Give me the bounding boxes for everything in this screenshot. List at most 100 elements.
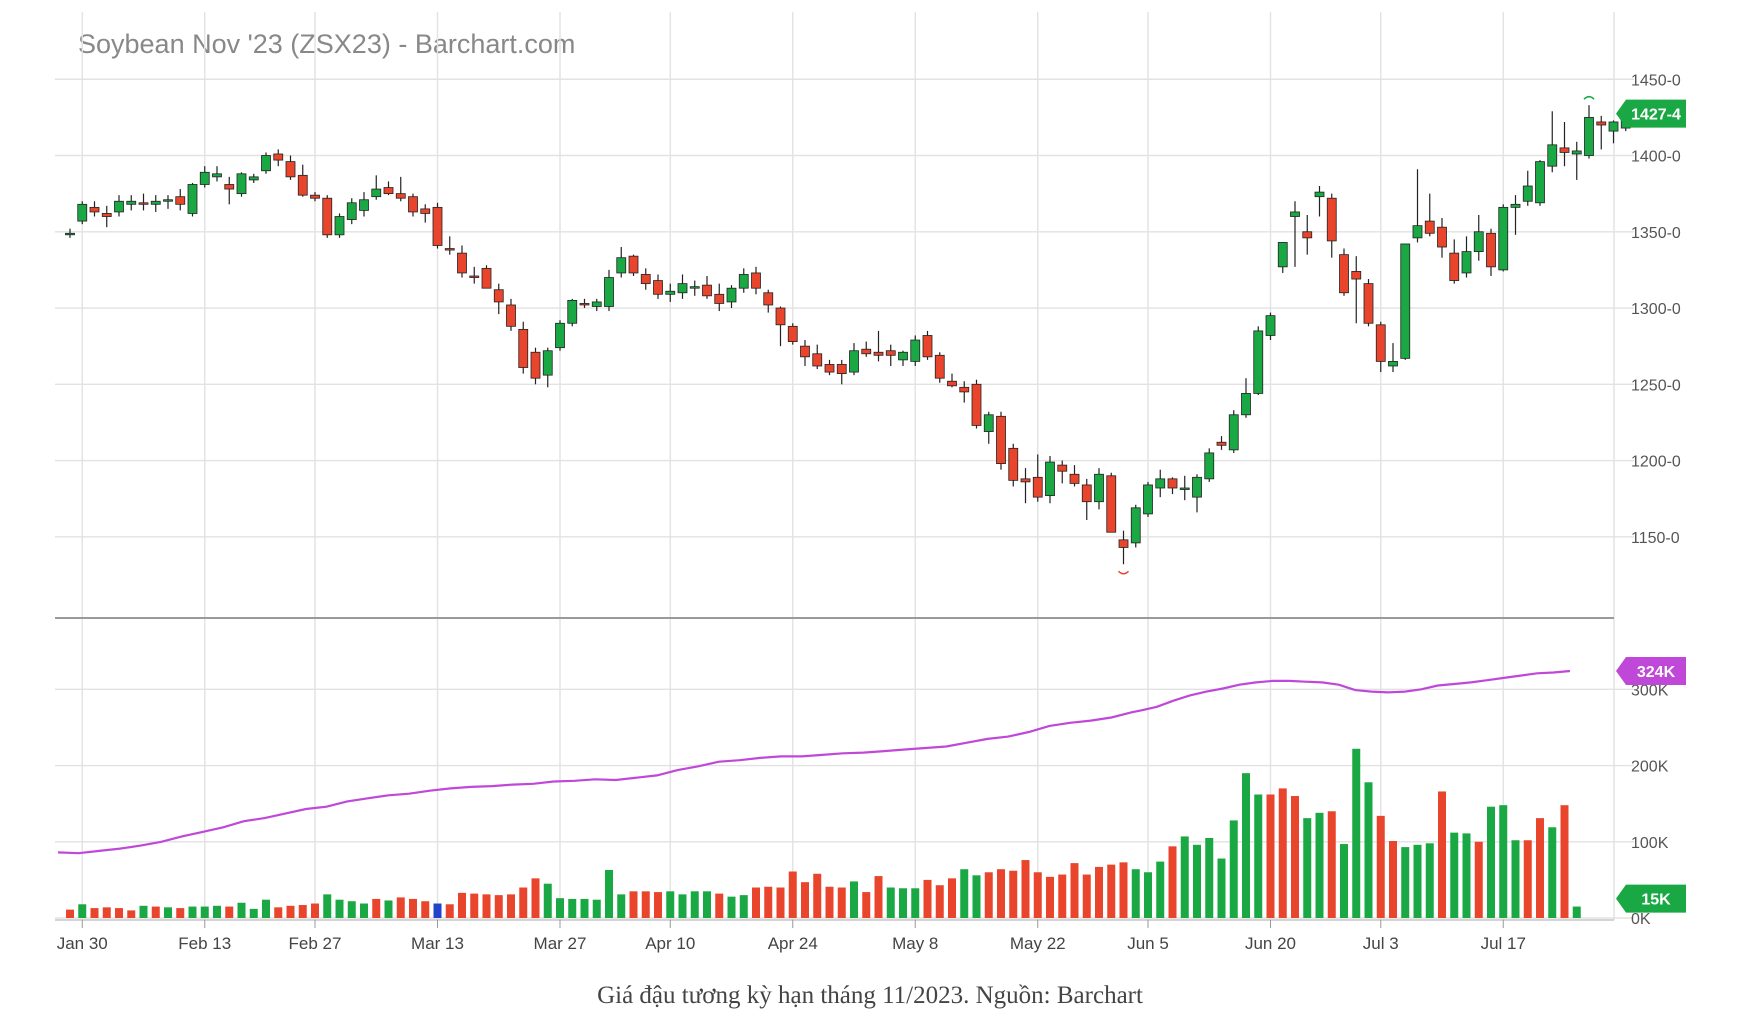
volume-bar — [1572, 906, 1581, 918]
candle-body — [861, 348, 872, 355]
price-tick-label: 1250-0 — [1631, 377, 1681, 394]
candle-body — [1277, 242, 1288, 268]
candle-body — [457, 252, 467, 274]
candle — [469, 266, 480, 284]
candle-body — [530, 351, 541, 379]
candle — [1069, 465, 1080, 487]
volume-bar — [1401, 847, 1410, 918]
volume-bar — [421, 901, 430, 918]
candle-body — [1461, 251, 1472, 274]
candle — [910, 335, 921, 366]
x-tick-label: Mar 13 — [411, 934, 464, 953]
candle-body — [934, 354, 945, 379]
volume-bar — [90, 908, 99, 918]
candle — [408, 193, 418, 217]
candle — [493, 283, 504, 315]
volume-bar — [274, 907, 283, 918]
volume-bar — [1413, 844, 1422, 918]
x-tick-label: Jul 17 — [1481, 934, 1526, 953]
candle — [1045, 455, 1055, 504]
volume-bar — [1058, 874, 1067, 918]
candle — [371, 175, 382, 200]
volume-bar — [249, 908, 258, 918]
volume-bar — [1511, 840, 1520, 918]
volume-bar — [641, 891, 650, 918]
volume-bar — [1156, 861, 1165, 918]
last-price-badge: 1427-4 — [1616, 99, 1686, 128]
candle-body — [1596, 121, 1607, 126]
x-tick-label: May 8 — [892, 934, 938, 953]
candle — [616, 247, 627, 278]
candle-body — [555, 322, 565, 349]
candle-body — [506, 304, 516, 327]
candle — [738, 268, 749, 293]
candle — [959, 381, 970, 403]
candle — [481, 265, 492, 289]
volume-bar — [899, 888, 907, 918]
volume-bar — [690, 891, 699, 918]
candle — [971, 379, 982, 429]
volume-bar — [384, 900, 393, 918]
candle — [1241, 378, 1251, 418]
volume-bar — [886, 887, 895, 918]
candle-body — [420, 208, 431, 214]
volume-bar — [458, 892, 466, 918]
candle-body — [726, 287, 737, 303]
candle-body — [689, 286, 700, 289]
candle — [1057, 460, 1068, 484]
candle-body — [1265, 315, 1276, 336]
volume-bar — [1303, 818, 1312, 918]
volume-bar — [1021, 860, 1030, 918]
volume-bar — [1450, 832, 1459, 918]
volume-bar — [739, 895, 748, 918]
candle — [567, 298, 578, 327]
volume-bar — [286, 905, 295, 918]
candle — [1302, 214, 1313, 255]
volume-bar — [960, 869, 969, 918]
volume-bar — [482, 894, 491, 918]
candle-body — [432, 206, 443, 246]
candle-body — [1339, 254, 1349, 294]
candle-body — [175, 196, 186, 205]
candle — [175, 189, 186, 211]
volume-bar — [213, 905, 221, 918]
volume-bar — [1082, 874, 1091, 918]
volume-bar — [1364, 782, 1373, 918]
volume-bar — [1376, 815, 1385, 918]
volume-bar — [188, 906, 197, 918]
candle — [751, 266, 761, 295]
candle — [1277, 242, 1288, 273]
candle — [996, 411, 1006, 470]
candle — [334, 213, 345, 238]
candle — [922, 330, 933, 360]
volume-bar — [347, 901, 356, 918]
candle-body — [224, 184, 235, 190]
candle-body — [604, 277, 614, 307]
volume-bar — [409, 898, 417, 918]
candle-body — [1535, 161, 1545, 204]
candle-body — [751, 272, 761, 289]
volume-bar — [1070, 863, 1079, 918]
candle — [873, 330, 884, 362]
volume-bar — [1242, 773, 1250, 918]
candle — [689, 280, 700, 296]
candle-body — [1253, 330, 1264, 394]
volume-bar — [225, 906, 234, 918]
candle — [604, 269, 614, 312]
candle — [1437, 218, 1447, 258]
chart-grid — [55, 12, 1615, 920]
volume-bar — [1487, 806, 1495, 918]
candle — [1339, 248, 1349, 296]
candle-body — [1179, 487, 1190, 490]
volume-bar — [874, 876, 883, 918]
candle — [101, 205, 112, 228]
volume-bar — [543, 883, 552, 918]
candle — [530, 347, 541, 385]
candle — [444, 236, 455, 255]
open-interest-badge: 324K — [1616, 657, 1686, 686]
candle — [1559, 121, 1570, 167]
candle — [934, 352, 945, 383]
candle — [1424, 193, 1435, 237]
last-price-badge-shape — [1616, 99, 1686, 128]
candle-body — [971, 383, 982, 426]
